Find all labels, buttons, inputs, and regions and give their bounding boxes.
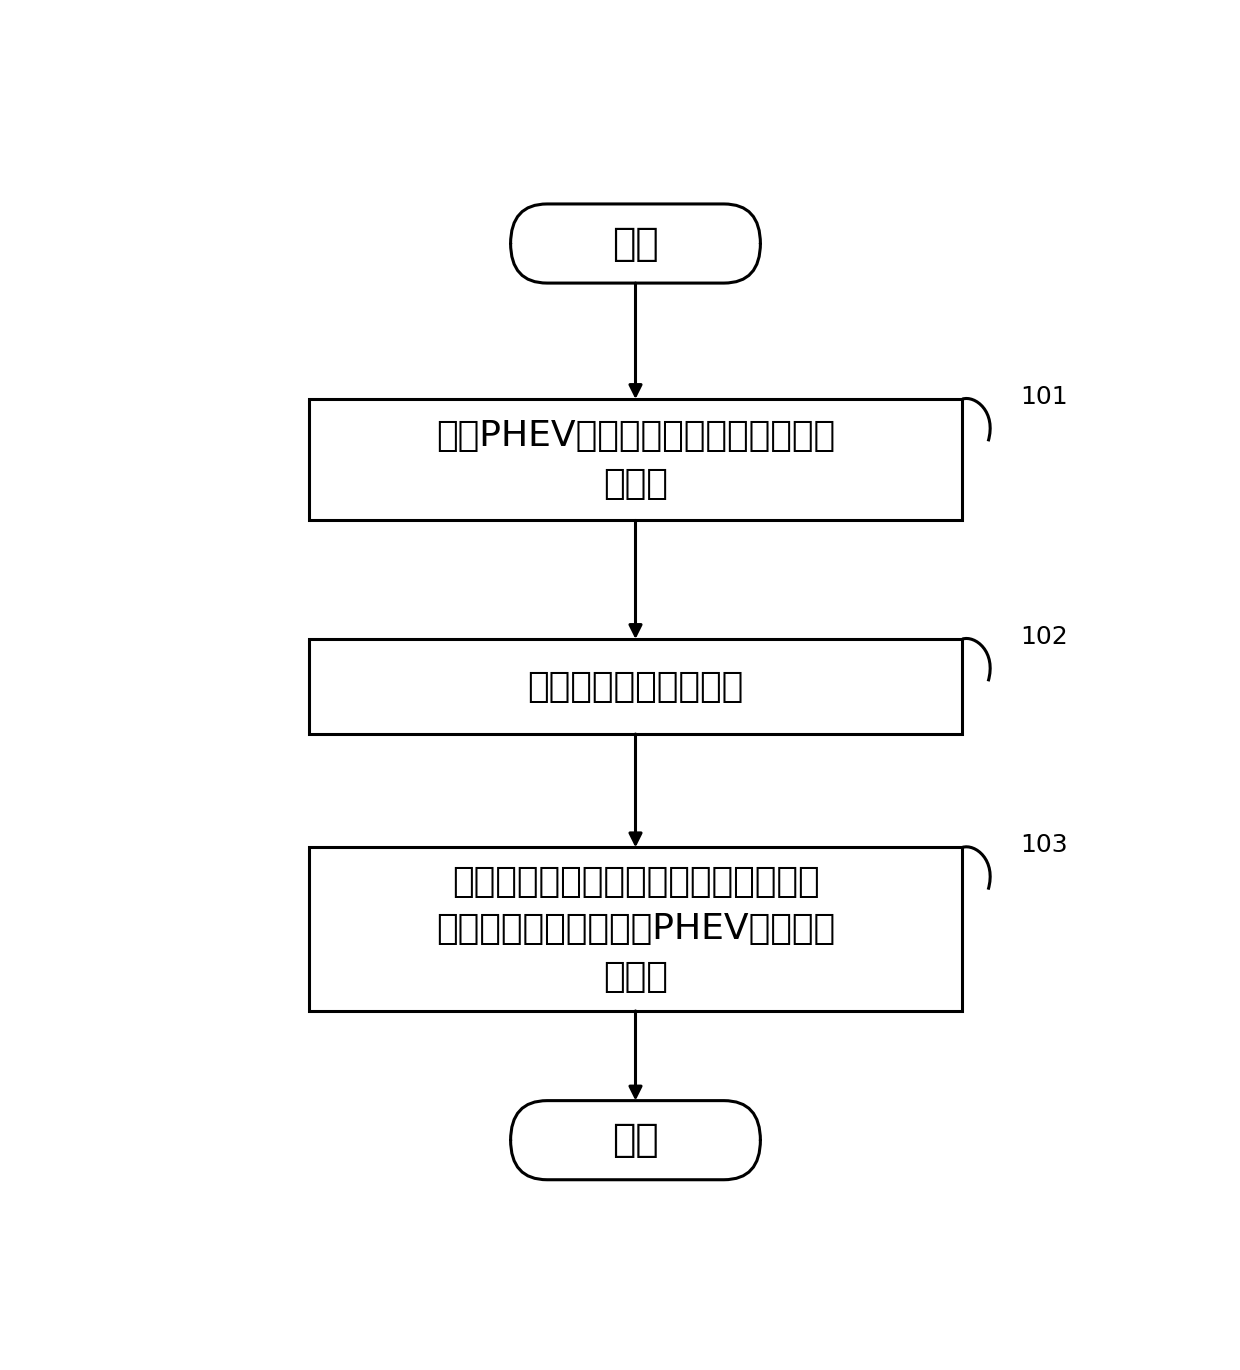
Text: 根据所述电网购电成本、所述充电收入
和所述方差和获得所述PHEV充电站的
净利润: 根据所述电网购电成本、所述充电收入 和所述方差和获得所述PHEV充电站的 净利润 [436,864,835,993]
Text: 101: 101 [1021,385,1068,410]
FancyBboxPatch shape [511,1100,760,1180]
FancyBboxPatch shape [309,399,962,521]
FancyBboxPatch shape [309,848,962,1011]
Text: 开始: 开始 [613,225,658,263]
Text: 计算随机变量的方差和: 计算随机变量的方差和 [527,670,744,704]
FancyBboxPatch shape [511,204,760,284]
Text: 结束: 结束 [613,1121,658,1159]
Text: 102: 102 [1021,625,1068,649]
Text: 获取PHEV充电站的电网购电成本和充
电收入: 获取PHEV充电站的电网购电成本和充 电收入 [436,419,835,500]
FancyBboxPatch shape [309,638,962,734]
Text: 103: 103 [1021,833,1068,858]
